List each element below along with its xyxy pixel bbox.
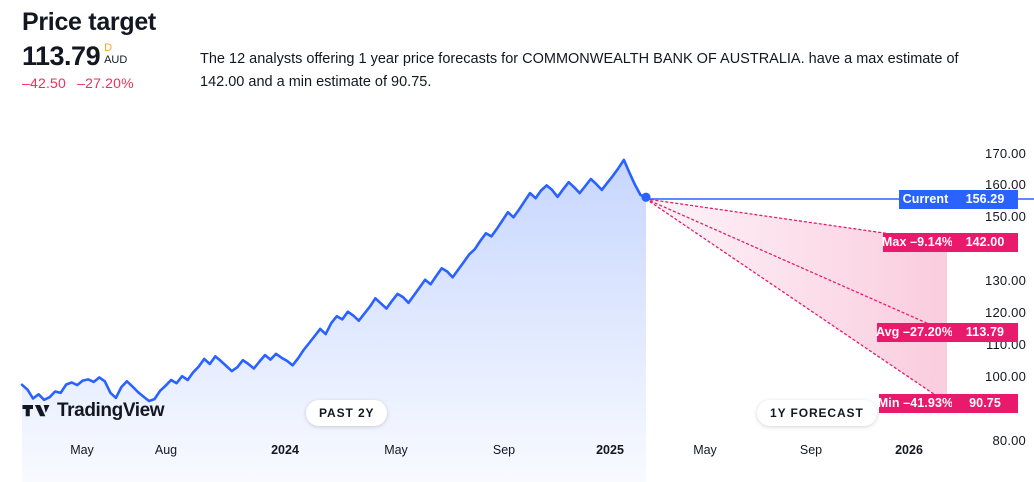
price-chart-svg <box>20 158 1034 482</box>
price-value: 113.79 <box>22 40 101 71</box>
y-axis-tick: 100.00 <box>985 368 1026 384</box>
price-unit: D AUD <box>104 41 128 66</box>
past-period-pill[interactable]: PAST 2Y <box>306 400 388 426</box>
price-change-percent: –27.20% <box>77 74 134 91</box>
currency-label: AUD <box>104 53 128 66</box>
header-block: Price target 113.79 D AUD –42.50 –27.20% <box>22 8 156 91</box>
avg-badge-label: Avg –27.20% <box>876 322 953 342</box>
y-axis-labels: 170.00 160.00 150.00 130.00 120.00 110.00 100.… <box>952 130 1034 450</box>
x-axis-tick: 2025 <box>596 443 624 457</box>
min-badge-value: 90.75 <box>952 393 1018 413</box>
avg-badge-value: 113.79 <box>952 322 1018 342</box>
tradingview-logo[interactable]: TradingView <box>22 400 165 422</box>
current-price-dot <box>641 192 651 202</box>
y-axis-tick: 160.00 <box>985 177 1026 193</box>
x-axis-tick: Aug <box>154 443 178 457</box>
page-title: Price target <box>22 8 156 36</box>
x-axis-tick: 2026 <box>895 443 923 457</box>
x-axis-tick: May <box>70 443 94 457</box>
x-axis-tick: May <box>384 443 408 457</box>
price-row: 113.79 D AUD <box>22 40 156 71</box>
tradingview-logo-text: TradingView <box>57 400 165 421</box>
y-axis-tick: 80.00 <box>992 432 1026 448</box>
x-axis-labels: May Aug 2024 May Sep 2025 May Sep 2026 <box>0 443 1034 465</box>
price-change-row: –42.50 –27.20% <box>22 75 156 91</box>
x-axis-tick: May <box>693 443 717 457</box>
period-indicator: D <box>104 41 113 54</box>
x-axis-tick: Sep <box>799 443 823 457</box>
y-axis-tick: 130.00 <box>985 273 1026 289</box>
forecast-period-pill[interactable]: 1Y FORECAST <box>757 400 877 426</box>
price-change-absolute: –42.50 <box>22 74 67 91</box>
forecast-description: The 12 analysts offering 1 year price fo… <box>200 51 959 91</box>
price-line <box>20 158 648 403</box>
tradingview-logo-icon <box>22 405 50 417</box>
x-axis-tick: Sep <box>492 443 516 457</box>
max-badge-value: 142.00 <box>952 232 1018 252</box>
y-axis-tick: 170.00 <box>985 145 1026 161</box>
max-badge-label: Max –9.14% <box>882 232 953 252</box>
chart-area <box>0 130 1034 482</box>
current-badge-label: Current <box>899 189 952 209</box>
y-axis-tick: 120.00 <box>985 305 1026 320</box>
y-axis-tick: 150.00 <box>985 209 1026 225</box>
x-axis-tick: 2024 <box>271 443 299 457</box>
forecast-cone <box>645 198 948 404</box>
min-badge-label: Min –41.93% <box>878 393 953 413</box>
current-badge-value: 156.29 <box>952 189 1018 209</box>
